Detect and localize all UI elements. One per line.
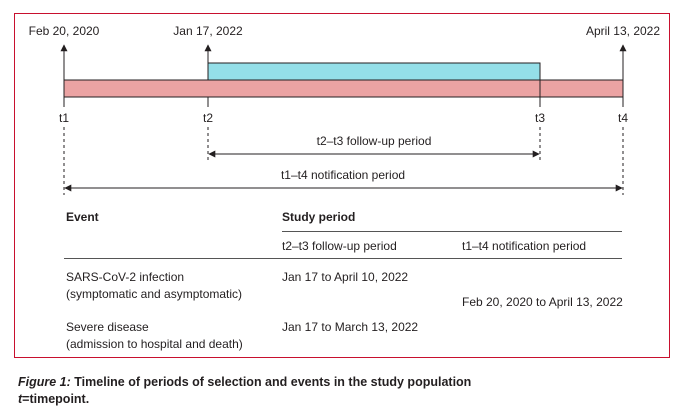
- notification-subheader: t1–t4 notification period: [462, 239, 587, 253]
- figure-caption: Figure 1: Timeline of periods of selecti…: [18, 375, 471, 389]
- timepoint-definition: =timepoint.: [22, 392, 90, 406]
- row1-event-detail: (symptomatic and asymptomatic): [66, 287, 243, 301]
- timepoint-variable: t: [18, 392, 23, 406]
- row1-event-name: SARS-CoV-2 infection: [66, 270, 185, 284]
- date-label-t4: April 13, 2022: [586, 24, 660, 38]
- figure-title: Timeline of periods of selection and eve…: [70, 375, 472, 389]
- event-column-header: Event: [66, 210, 99, 224]
- figure-frame: [14, 13, 670, 358]
- figure-label: Figure 1:: [18, 375, 71, 389]
- date-label-t2: Jan 17, 2022: [173, 24, 243, 38]
- table-header-divider: [64, 258, 622, 259]
- timepoint-label-t1: t1: [59, 111, 69, 125]
- row2-event-detail: (admission to hospital and death): [66, 337, 243, 351]
- timepoint-label-t3: t3: [535, 111, 545, 125]
- notification-period-dates: Feb 20, 2020 to April 13, 2022: [462, 295, 623, 309]
- timepoint-label-t4: t4: [618, 111, 628, 125]
- followup-period-label: t2–t3 follow-up period: [317, 134, 432, 148]
- study-period-header: Study period: [282, 210, 356, 224]
- date-label-t1: Feb 20, 2020: [29, 24, 100, 38]
- row2-followup-dates: Jan 17 to March 13, 2022: [282, 320, 419, 334]
- figure-footnote: t=timepoint.: [18, 392, 89, 406]
- followup-subheader: t2–t3 follow-up period: [282, 239, 397, 253]
- row1-followup-dates: Jan 17 to April 10, 2022: [282, 270, 409, 284]
- study-period-divider: [282, 231, 622, 232]
- row2-event-name: Severe disease: [66, 320, 149, 334]
- notification-period-label: t1–t4 notification period: [281, 168, 405, 182]
- notification-period-bar: [63, 79, 624, 98]
- followup-period-bar: [207, 62, 541, 81]
- timepoint-label-t2: t2: [203, 111, 213, 125]
